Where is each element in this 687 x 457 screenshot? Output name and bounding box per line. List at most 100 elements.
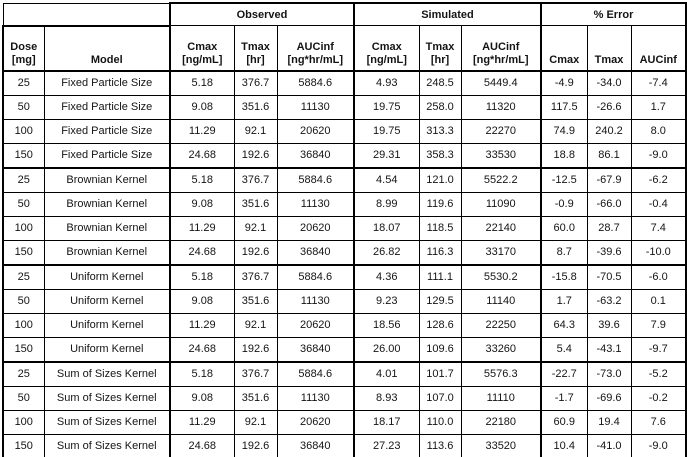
cell-obs-tmax: 351.6 <box>233 288 278 314</box>
cell-dose: 100 <box>2 312 45 338</box>
cell-dose: 50 <box>2 191 45 217</box>
cell-sim-cmax: 8.99 <box>353 191 420 217</box>
cell-dose: 25 <box>2 70 45 96</box>
cell-obs-aucinf: 11130 <box>276 191 355 217</box>
cell-sim-cmax: 4.93 <box>353 70 420 96</box>
cell-model: Sum of Sizes Kernel <box>43 361 171 387</box>
cell-sim-tmax: 118.5 <box>418 215 462 241</box>
cell-err-tmax: -43.1 <box>586 336 632 363</box>
group-header-simulated: Simulated <box>353 2 542 26</box>
column-header-err-tmax: Tmax <box>586 25 632 72</box>
cell-dose: 50 <box>2 288 45 314</box>
cell-sim-aucinf: 33170 <box>460 239 542 266</box>
cell-model: Sum of Sizes Kernel <box>43 433 171 457</box>
cell-dose: 150 <box>2 433 45 457</box>
cell-sim-aucinf: 22140 <box>460 215 542 241</box>
cell-dose: 25 <box>2 167 45 193</box>
cell-dose: 100 <box>2 118 45 144</box>
cell-err-aucinf: -9.0 <box>630 142 687 169</box>
cell-err-tmax: -34.0 <box>586 70 632 96</box>
cell-err-tmax: -66.0 <box>586 191 632 217</box>
table-row: 150 Brownian Kernel 24.68 192.6 36840 26.82 11… <box>2 239 687 266</box>
cell-err-aucinf: -9.7 <box>630 336 687 363</box>
column-unit: [hr] <box>430 53 450 66</box>
cell-err-aucinf: -0.4 <box>630 191 687 217</box>
cell-sim-tmax: 121.0 <box>418 167 462 193</box>
cell-dose: 150 <box>2 142 45 169</box>
table-row: 150 Uniform Kernel 24.68 192.6 36840 26.00 109… <box>2 336 687 363</box>
column-header-err-cmax: Cmax <box>540 25 588 72</box>
cell-obs-aucinf: 5884.6 <box>276 167 355 193</box>
cell-sim-cmax: 4.01 <box>353 361 420 387</box>
cell-err-tmax: -39.6 <box>586 239 632 266</box>
cell-err-tmax: 19.4 <box>586 409 632 435</box>
cell-obs-tmax: 351.6 <box>233 385 278 411</box>
cell-obs-tmax: 376.7 <box>233 361 278 387</box>
column-label: Cmax <box>549 53 580 66</box>
cell-sim-tmax: 119.6 <box>418 191 462 217</box>
cell-sim-aucinf: 22250 <box>460 312 542 338</box>
cell-obs-tmax: 192.6 <box>233 433 278 457</box>
cell-dose: 25 <box>2 264 45 290</box>
cell-sim-tmax: 109.6 <box>418 336 462 363</box>
cell-model: Fixed Particle Size <box>43 142 171 169</box>
cell-err-aucinf: -6.0 <box>630 264 687 290</box>
cell-err-aucinf: -9.0 <box>630 433 687 457</box>
cell-sim-aucinf: 33520 <box>460 433 542 457</box>
cell-obs-aucinf: 5884.6 <box>276 361 355 387</box>
cell-err-aucinf: -0.2 <box>630 385 687 411</box>
column-header-dose: Dose [mg] <box>2 24 45 72</box>
cell-sim-tmax: 107.0 <box>418 385 462 411</box>
cell-obs-aucinf: 20620 <box>276 118 355 144</box>
cell-dose: 50 <box>2 385 45 411</box>
cell-obs-aucinf: 36840 <box>276 433 355 457</box>
column-header-sim-aucinf: AUCinf [ng*hr/mL] <box>460 25 542 72</box>
cell-sim-aucinf: 11110 <box>460 385 542 411</box>
cell-obs-cmax: 9.08 <box>169 191 235 217</box>
cell-err-cmax: -12.5 <box>540 167 588 193</box>
cell-err-tmax: 240.2 <box>586 118 632 144</box>
cell-err-cmax: 60.0 <box>540 215 588 241</box>
cell-err-tmax: 28.7 <box>586 215 632 241</box>
cell-sim-aucinf: 22180 <box>460 409 542 435</box>
column-header-err-aucinf: AUCinf <box>630 25 687 72</box>
column-header-obs-aucinf: AUCinf [ng*hr/mL] <box>276 25 355 72</box>
cell-sim-tmax: 110.0 <box>418 409 462 435</box>
cell-model: Fixed Particle Size <box>43 70 171 96</box>
cell-sim-aucinf: 33530 <box>460 142 542 169</box>
cell-err-tmax: 39.6 <box>586 312 632 338</box>
cell-model: Sum of Sizes Kernel <box>43 385 171 411</box>
cell-sim-cmax: 18.17 <box>353 409 420 435</box>
cell-obs-cmax: 5.18 <box>169 361 235 387</box>
cell-err-aucinf: -6.2 <box>630 167 687 193</box>
column-label: Dose <box>10 40 38 53</box>
column-unit: [ng/mL] <box>182 53 223 66</box>
cell-obs-aucinf: 11130 <box>276 385 355 411</box>
cell-obs-cmax: 11.29 <box>169 118 235 144</box>
cell-err-aucinf: 7.4 <box>630 215 687 241</box>
cell-obs-tmax: 376.7 <box>233 167 278 193</box>
column-unit: [mg] <box>11 53 36 66</box>
cell-sim-tmax: 128.6 <box>418 312 462 338</box>
cell-err-aucinf: -5.2 <box>630 361 687 387</box>
cell-obs-aucinf: 11130 <box>276 94 355 120</box>
cell-err-tmax: -63.2 <box>586 288 632 314</box>
cell-err-aucinf: 1.7 <box>630 94 687 120</box>
cell-err-aucinf: 7.9 <box>630 312 687 338</box>
cell-err-cmax: -22.7 <box>540 361 588 387</box>
cell-sim-aucinf: 5576.3 <box>460 361 542 387</box>
cell-err-tmax: -70.5 <box>586 264 632 290</box>
column-header-obs-cmax: Cmax [ng/mL] <box>169 25 235 72</box>
cell-err-aucinf: 0.1 <box>630 288 687 314</box>
column-unit: [ng/mL] <box>366 53 407 66</box>
group-header-row: Observed Simulated% Error <box>2 2 687 26</box>
cell-err-cmax: -0.9 <box>540 191 588 217</box>
cell-model: Brownian Kernel <box>43 191 171 217</box>
cell-sim-tmax: 101.7 <box>418 361 462 387</box>
cell-obs-tmax: 92.1 <box>233 118 278 144</box>
cell-err-cmax: 8.7 <box>540 239 588 266</box>
cell-obs-aucinf: 5884.6 <box>276 264 355 290</box>
cell-model: Uniform Kernel <box>43 312 171 338</box>
cell-model: Brownian Kernel <box>43 215 171 241</box>
